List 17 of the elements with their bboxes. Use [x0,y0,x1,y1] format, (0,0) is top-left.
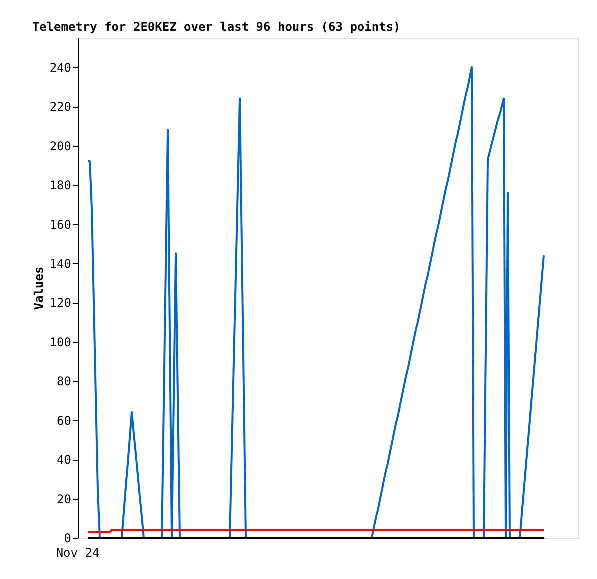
y-tick-label: 240 [50,60,72,75]
y-tick-label: 0 [64,532,72,546]
y-tick-label: 100 [50,335,72,350]
y-tick-label: 80 [57,374,72,389]
chart-title: Telemetry for 2E0KEZ over last 96 hours (63 points) [32,20,401,34]
y-tick-label: 220 [50,100,72,114]
y-tick-label: 60 [57,414,72,428]
y-tick-label: 180 [50,178,72,193]
y-tick-label: 20 [57,492,72,506]
y-tick-label: 120 [50,296,72,310]
y-tick-label: 40 [57,453,72,468]
text: Nov 24 [56,546,100,560]
line-series [87,66,545,539]
y-tick-label: 160 [50,218,72,232]
y-tick-label: 200 [50,139,72,154]
y-tick-label: 140 [50,256,72,271]
y-axis-title: Values [32,266,46,310]
